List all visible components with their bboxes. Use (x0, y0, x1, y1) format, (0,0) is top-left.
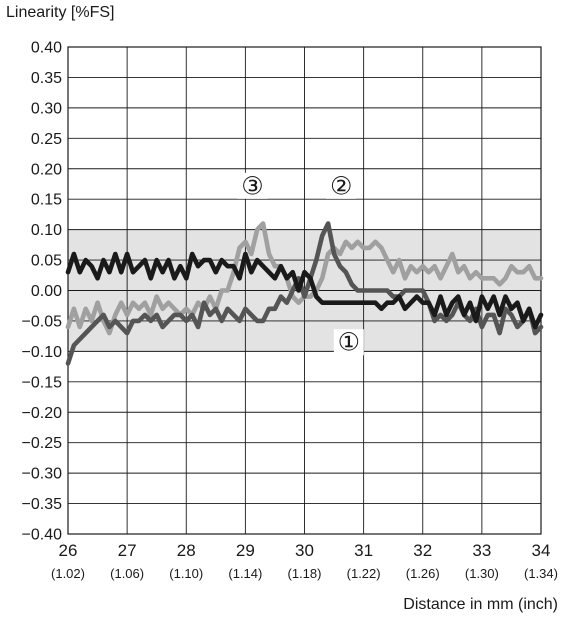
y-tick-label: −0.30 (22, 466, 63, 483)
y-tick-label: 0.10 (31, 222, 62, 239)
y-tick-label: 0.30 (31, 100, 62, 117)
x-tick-label-inch: (1.14) (228, 566, 262, 581)
y-tick-label: −0.40 (22, 527, 63, 544)
series-2-marker: ② (330, 171, 352, 200)
x-tick-label-inch: (1.02) (51, 566, 85, 581)
y-tick-label: 0.15 (31, 192, 62, 209)
x-tick-labels: 26 (1.02) 27 (1.06) 28 (1.10) 29 (1.14) 30 (1.18)… (51, 541, 558, 581)
x-tick-label-mm: 31 (354, 541, 373, 560)
x-tick-label-inch: (1.34) (524, 566, 558, 581)
y-tick-label: 0.00 (31, 283, 62, 300)
y-tick-label: 0.05 (31, 253, 62, 270)
x-tick-label-mm: 30 (295, 541, 314, 560)
y-tick-labels: 0.40 0.35 0.30 0.25 0.20 0.15 0.10 0.05 0.00 −0.0… (22, 40, 63, 544)
x-tick-label-mm: 27 (118, 541, 137, 560)
x-tick-label-inch: (1.18) (288, 566, 322, 581)
x-tick-label-mm: 28 (177, 541, 196, 560)
x-tick-label-inch: (1.22) (347, 566, 381, 581)
x-axis-title: Distance in mm (inch) (403, 596, 558, 614)
y-tick-label: 0.35 (31, 70, 62, 87)
y-tick-label: −0.05 (22, 313, 63, 330)
y-tick-label: 0.25 (31, 131, 62, 148)
y-tick-label: −0.20 (22, 405, 63, 422)
y-tick-label: −0.10 (22, 344, 63, 361)
x-tick-label-mm: 29 (236, 541, 255, 560)
y-tick-label: 0.40 (31, 40, 62, 57)
x-tick-label-inch: (1.10) (169, 566, 203, 581)
y-tick-label: −0.35 (22, 496, 63, 513)
series-1-marker: ① (338, 328, 360, 357)
x-tick-label-mm: 32 (413, 541, 432, 560)
x-tick-label-mm: 33 (472, 541, 491, 560)
x-tick-label-inch: (1.26) (406, 566, 440, 581)
x-tick-label-mm: 34 (532, 541, 551, 560)
series-3-marker: ③ (241, 171, 263, 200)
x-tick-label-mm: 26 (59, 541, 78, 560)
y-tick-label: 0.20 (31, 161, 62, 178)
y-tick-label: −0.25 (22, 435, 63, 452)
x-tick-label-inch: (1.06) (110, 566, 144, 581)
x-tick-label-inch: (1.30) (465, 566, 499, 581)
y-tick-label: −0.15 (22, 374, 63, 391)
